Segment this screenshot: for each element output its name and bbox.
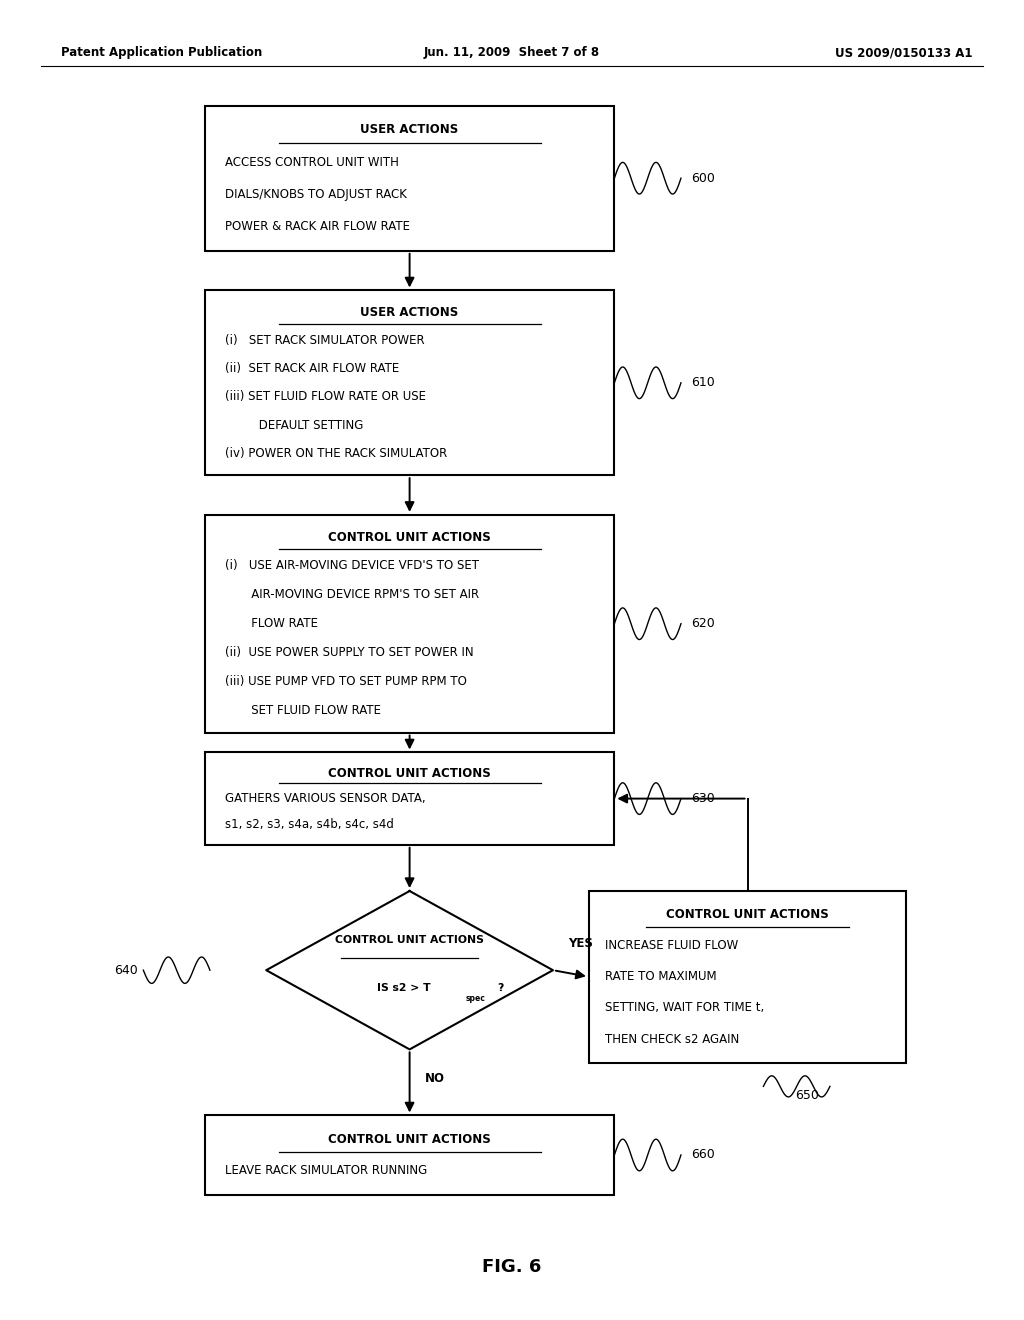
Text: INCREASE FLUID FLOW: INCREASE FLUID FLOW [604,939,738,952]
Text: 640: 640 [115,964,138,977]
Text: CONTROL UNIT ACTIONS: CONTROL UNIT ACTIONS [329,531,490,544]
Text: CONTROL UNIT ACTIONS: CONTROL UNIT ACTIONS [329,1133,490,1146]
Text: CONTROL UNIT ACTIONS: CONTROL UNIT ACTIONS [329,767,490,780]
Text: THEN CHECK s2 AGAIN: THEN CHECK s2 AGAIN [604,1032,739,1045]
Bar [205,1115,614,1195]
Text: DIALS/KNOBS TO ADJUST RACK: DIALS/KNOBS TO ADJUST RACK [225,187,408,201]
Bar [589,891,906,1063]
Text: GATHERS VARIOUS SENSOR DATA,: GATHERS VARIOUS SENSOR DATA, [225,792,426,805]
Text: AIR-MOVING DEVICE RPM'S TO SET AIR: AIR-MOVING DEVICE RPM'S TO SET AIR [225,589,479,602]
Text: SET FLUID FLOW RATE: SET FLUID FLOW RATE [225,704,381,717]
Text: FLOW RATE: FLOW RATE [225,618,318,630]
Text: (iv) POWER ON THE RACK SIMULATOR: (iv) POWER ON THE RACK SIMULATOR [225,446,447,459]
Text: CONTROL UNIT ACTIONS: CONTROL UNIT ACTIONS [667,908,828,921]
Text: (iii) USE PUMP VFD TO SET PUMP RPM TO: (iii) USE PUMP VFD TO SET PUMP RPM TO [225,675,467,688]
Text: US 2009/0150133 A1: US 2009/0150133 A1 [836,46,973,59]
Text: 660: 660 [691,1148,715,1162]
Text: USER ACTIONS: USER ACTIONS [360,123,459,136]
Text: Patent Application Publication: Patent Application Publication [61,46,263,59]
Text: DEFAULT SETTING: DEFAULT SETTING [225,418,364,432]
Bar [205,290,614,475]
Polygon shape [266,891,553,1049]
Text: (iii) SET FLUID FLOW RATE OR USE: (iii) SET FLUID FLOW RATE OR USE [225,391,426,404]
Text: 610: 610 [691,376,715,389]
Text: ACCESS CONTROL UNIT WITH: ACCESS CONTROL UNIT WITH [225,156,399,169]
Text: 630: 630 [691,792,715,805]
Text: RATE TO MAXIMUM: RATE TO MAXIMUM [604,970,717,983]
Text: (ii)  USE POWER SUPPLY TO SET POWER IN: (ii) USE POWER SUPPLY TO SET POWER IN [225,645,474,659]
Text: YES: YES [568,937,593,950]
Text: LEAVE RACK SIMULATOR RUNNING: LEAVE RACK SIMULATOR RUNNING [225,1164,428,1177]
Bar [205,752,614,845]
Text: ?: ? [498,982,504,993]
Bar [205,106,614,251]
Text: 620: 620 [691,618,715,630]
Text: NO: NO [425,1072,445,1085]
Text: 600: 600 [691,172,715,185]
Text: Jun. 11, 2009  Sheet 7 of 8: Jun. 11, 2009 Sheet 7 of 8 [424,46,600,59]
Text: FIG. 6: FIG. 6 [482,1258,542,1276]
Text: USER ACTIONS: USER ACTIONS [360,306,459,319]
Bar [205,515,614,733]
Text: 650: 650 [795,1089,819,1102]
Text: IS s2 > T: IS s2 > T [377,982,430,993]
Text: spec: spec [466,994,485,1003]
Text: CONTROL UNIT ACTIONS: CONTROL UNIT ACTIONS [335,935,484,945]
Text: SETTING, WAIT FOR TIME t,: SETTING, WAIT FOR TIME t, [604,1002,764,1015]
Text: (i)   USE AIR-MOVING DEVICE VFD'S TO SET: (i) USE AIR-MOVING DEVICE VFD'S TO SET [225,560,479,573]
Text: POWER & RACK AIR FLOW RATE: POWER & RACK AIR FLOW RATE [225,220,411,234]
Text: s1, s2, s3, s4a, s4b, s4c, s4d: s1, s2, s3, s4a, s4b, s4c, s4d [225,817,394,830]
Text: (ii)  SET RACK AIR FLOW RATE: (ii) SET RACK AIR FLOW RATE [225,362,399,375]
Text: (i)   SET RACK SIMULATOR POWER: (i) SET RACK SIMULATOR POWER [225,334,425,347]
